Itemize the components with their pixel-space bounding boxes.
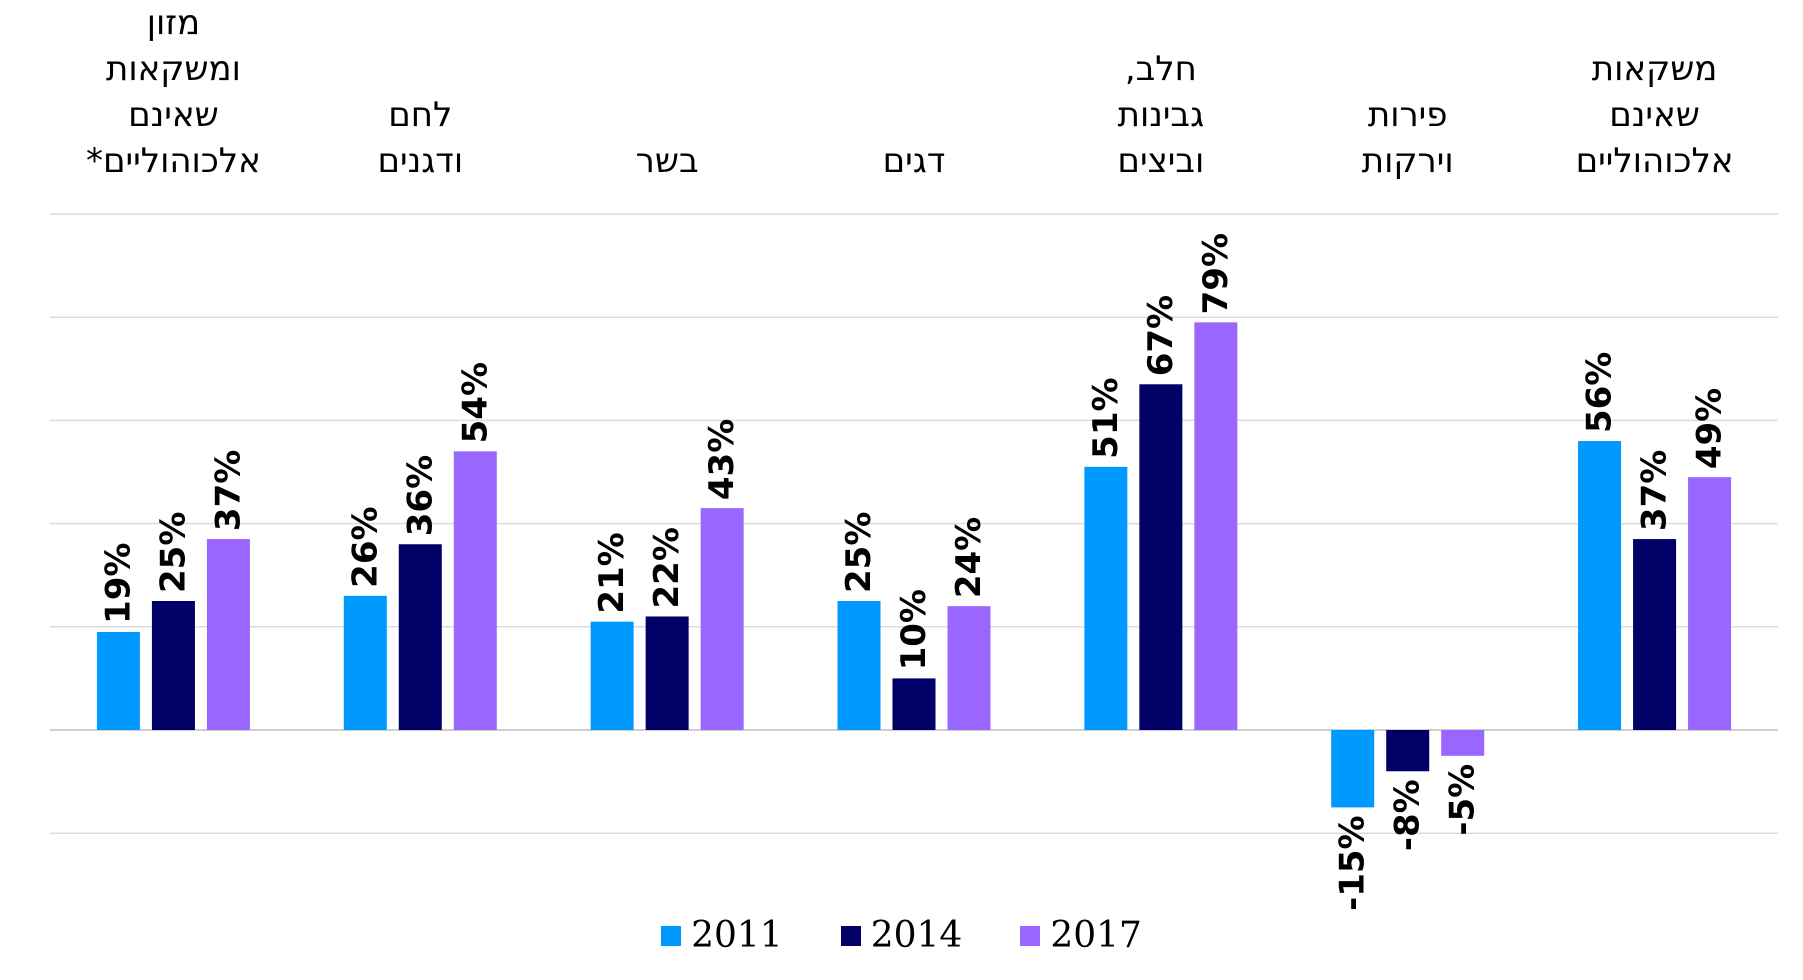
bar-2011-5 [343,595,387,730]
value-label-2017-5: 54% [455,362,495,443]
bar-2014-3 [892,678,936,730]
value-label-2014-2: 67% [1141,295,1181,376]
category-label-3: דגים [882,141,946,181]
legend-label-2014: 2014 [870,915,963,956]
legend-swatch-2017 [1020,925,1041,946]
legend-swatch-2011 [661,925,682,946]
value-label-2011-2: 51% [1086,377,1126,458]
legend-item-2014: 2014 [840,915,963,956]
bar-2017-5 [453,451,497,730]
value-label-2017-4: 43% [702,419,742,500]
bar-2014-4 [645,616,689,730]
category-label-5: לחם ודגנים [377,95,464,181]
value-label-2014-3: 10% [894,589,934,670]
value-label-2014-6: 25% [153,512,193,593]
bar-2014-6 [151,601,195,730]
value-label-2017-3: 24% [949,517,989,598]
value-label-2014-1: -8% [1388,779,1428,851]
bar-2011-6 [96,631,140,730]
value-label-2011-0: 56% [1580,352,1620,433]
legend-item-2011: 2011 [661,915,783,956]
bar-2017-3 [947,606,991,730]
bar-2014-0 [1633,539,1677,730]
category-label-2: חלב, גבינות וביצים [1117,49,1205,181]
value-label-2014-5: 36% [400,455,440,536]
bar-2011-3 [837,601,881,730]
bar-2011-1 [1331,730,1375,808]
bar-2014-1 [1386,730,1430,772]
value-label-2011-4: 21% [592,532,632,613]
bar-2014-5 [398,544,442,730]
legend-swatch-2014 [840,925,861,946]
value-label-2017-6: 37% [208,450,248,531]
value-label-2014-4: 22% [647,527,687,608]
legend-label-2011: 2011 [691,915,783,956]
category-label-1: פירות וירקות [1361,95,1454,181]
bar-2017-1 [1441,730,1485,756]
category-label-4: בשר [635,141,699,181]
category-label-0: משקאות שאינם אלכוהוליים [1575,49,1734,181]
value-label-2017-1: -5% [1443,764,1483,836]
value-label-2017-2: 79% [1196,233,1236,314]
value-label-2014-0: 37% [1635,450,1675,531]
bar-2017-6 [206,539,250,730]
bar-2017-0 [1688,477,1732,730]
bar-2011-0 [1578,441,1622,730]
bar-2017-2 [1194,322,1238,730]
bar-2011-2 [1084,466,1128,730]
legend-item-2017: 2017 [1020,915,1142,956]
legend-label-2017: 2017 [1050,915,1142,956]
bar-2017-4 [700,508,744,730]
bar-2011-4 [590,621,634,730]
value-label-2011-6: 19% [98,543,138,624]
value-label-2011-3: 25% [839,512,879,593]
legend: 2011 2014 2017 [0,915,1803,956]
value-label-2011-1: -15% [1333,815,1373,911]
value-label-2017-0: 49% [1690,388,1730,469]
value-label-2011-5: 26% [345,506,385,587]
category-label-6: מזון ומשקאות שאינם אלכוהוליים* [85,3,261,181]
bar-2014-2 [1139,384,1183,730]
